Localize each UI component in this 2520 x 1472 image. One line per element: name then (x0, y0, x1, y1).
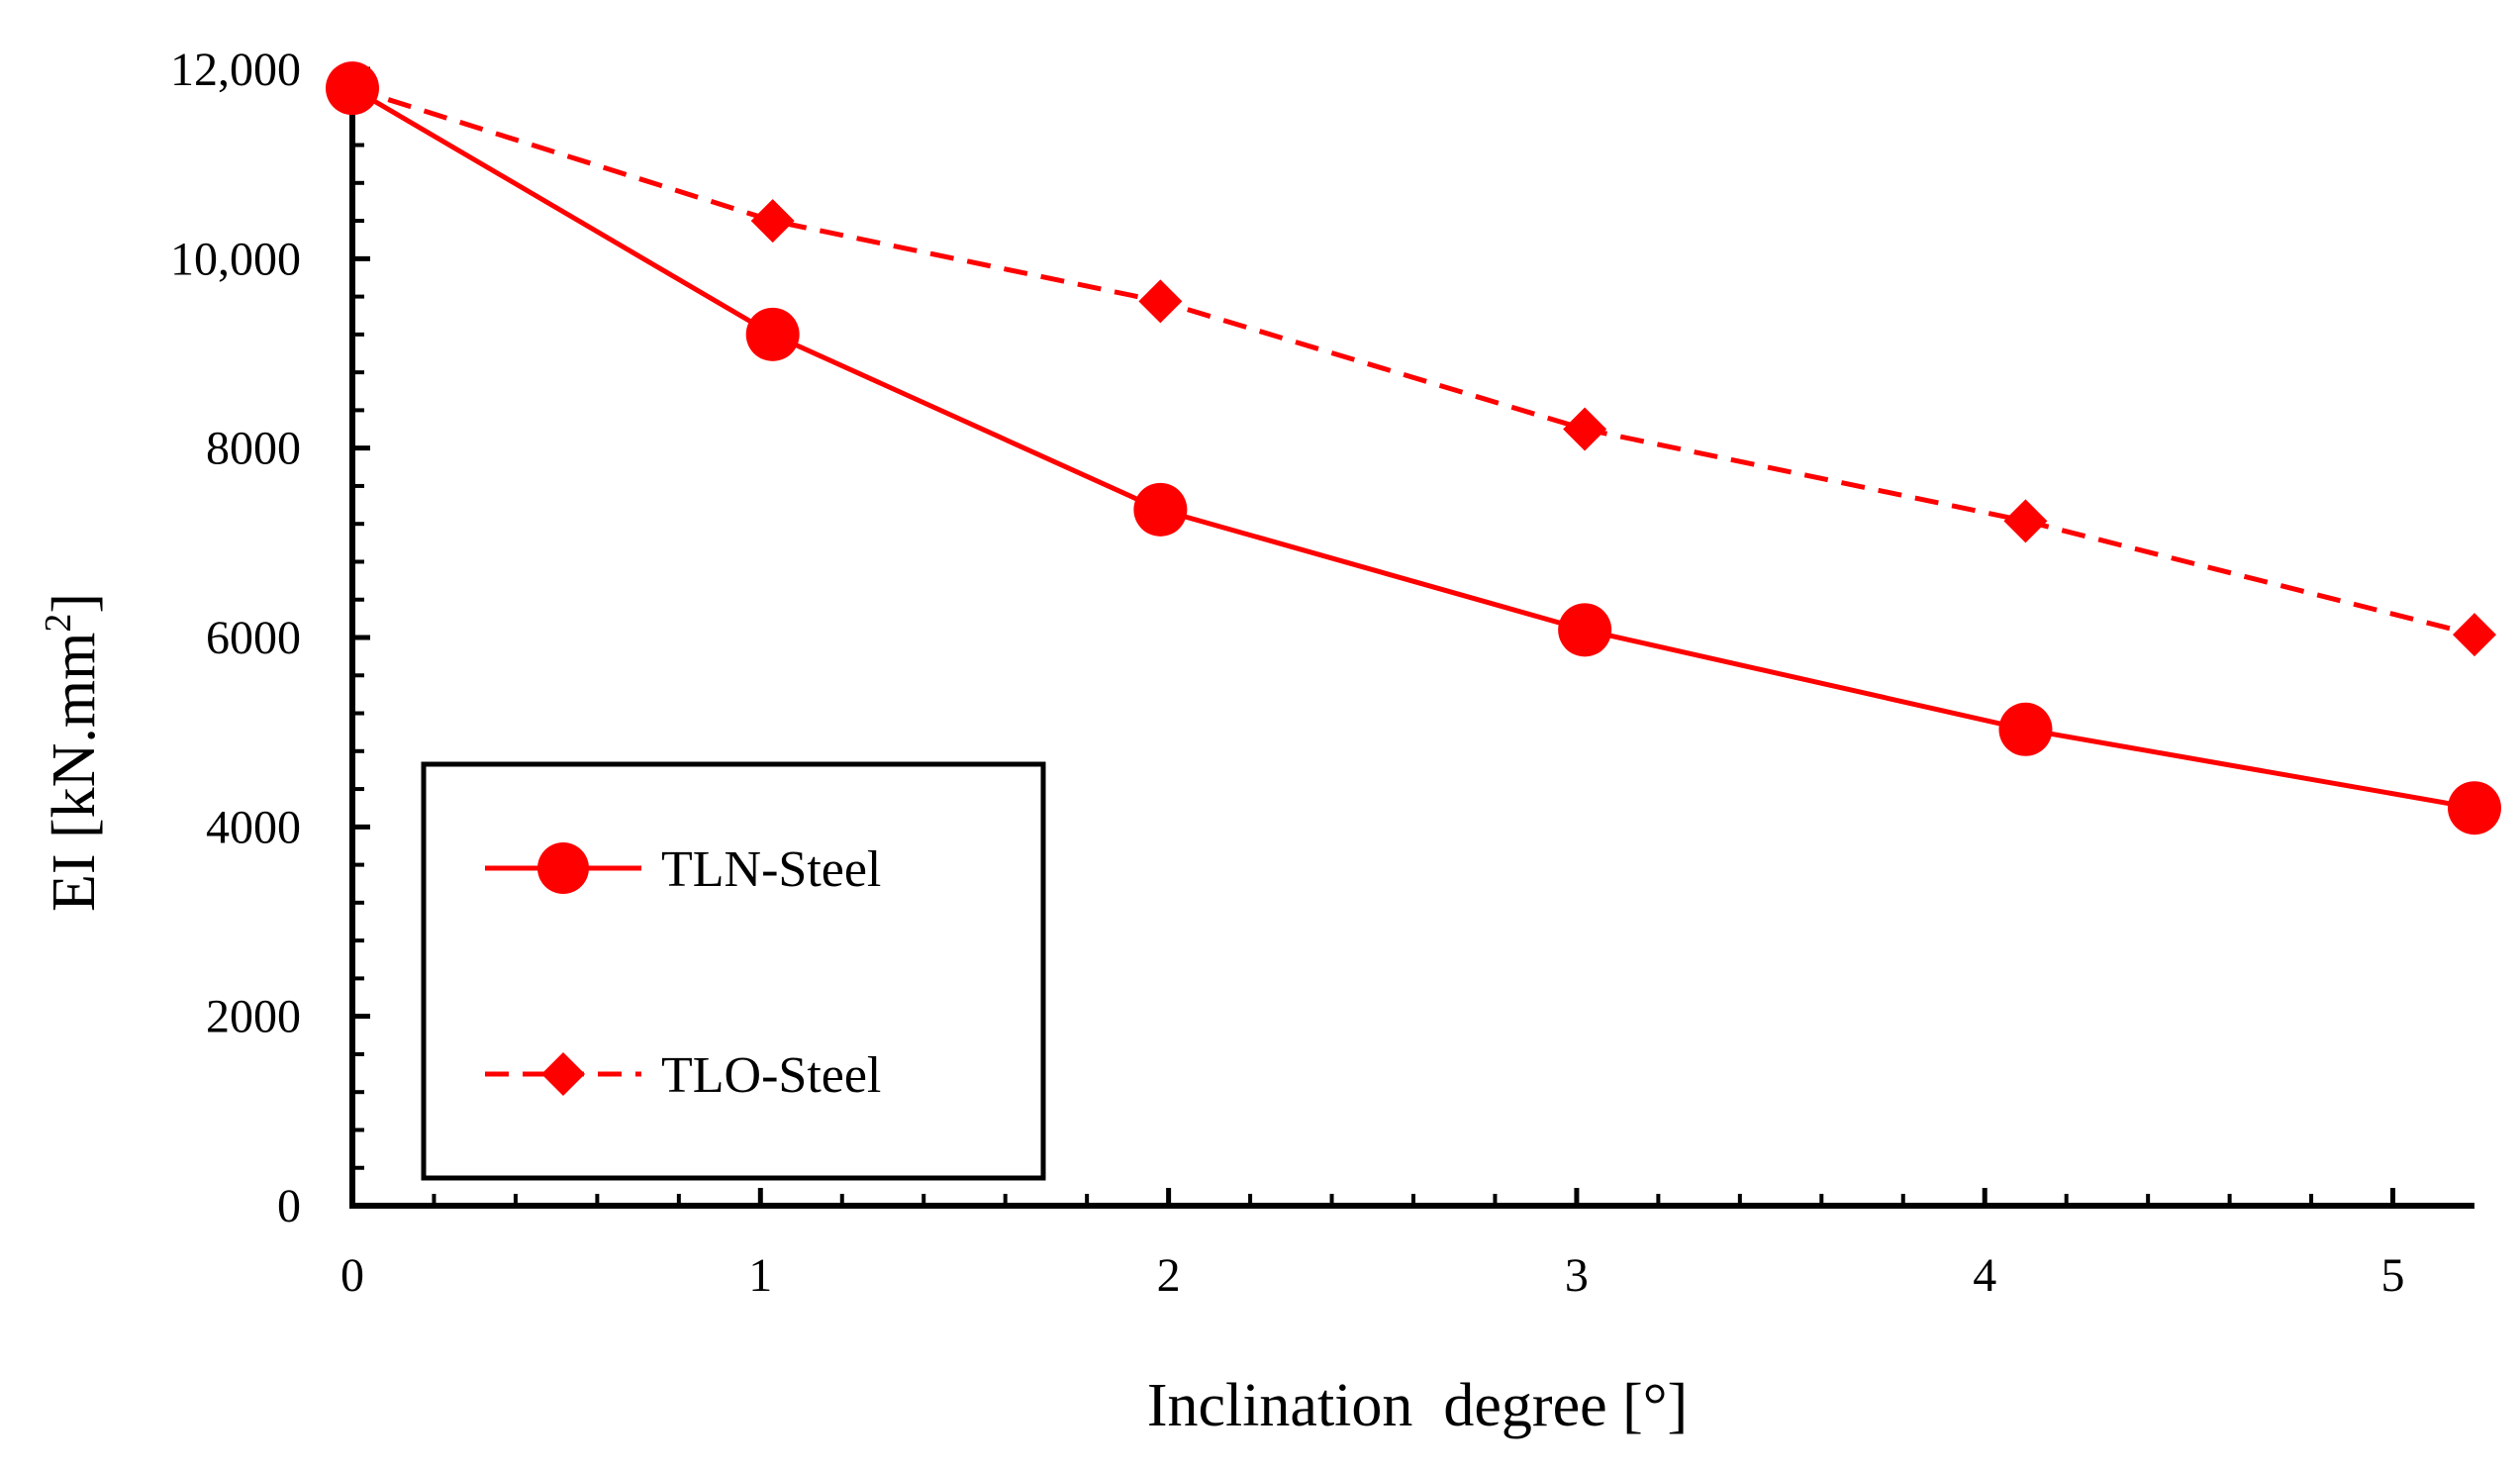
data-point-tln-steel (745, 307, 800, 361)
data-point-tlo-steel (2453, 613, 2496, 657)
y-tick-label: 4000 (206, 801, 301, 853)
legend-label-tlo-steel: TLO-Steel (661, 1047, 881, 1104)
y-tick-label: 12,000 (170, 44, 301, 96)
legend-entry-tln-steel: TLN-Steel (485, 841, 881, 898)
y-axis-title-superscript: 2 (38, 614, 79, 633)
x-tick-label: 3 (1565, 1249, 1589, 1302)
series-tln-steel (326, 61, 2501, 835)
x-tick-label: 5 (2381, 1249, 2405, 1302)
y-tick-label: 2000 (206, 991, 301, 1043)
series-line-tln-steel (350, 85, 2475, 811)
y-ticks: 0 2000 4000 6000 8000 10,000 12,000 (170, 44, 370, 1232)
series-layer (326, 61, 2501, 835)
y-tick-label: 6000 (206, 612, 301, 664)
y-axis-title-suffix: ] (41, 593, 108, 614)
data-point-tlo-steel (2003, 499, 2048, 543)
data-point-tln-steel (2448, 781, 2501, 835)
x-ticks: 0 1 2 3 4 5 (340, 1188, 2405, 1302)
y-tick-label: 0 (277, 1180, 301, 1232)
x-tick-label: 1 (748, 1249, 772, 1302)
data-point-tln-steel (1133, 482, 1188, 537)
legend-label-tln-steel: TLN-Steel (661, 841, 881, 898)
data-point-tlo-steel (1563, 407, 1607, 451)
series-tlo-steel (331, 66, 2496, 657)
y-axis-title: EI [kN.mm2] (38, 593, 108, 912)
series-line-tlo-steel (351, 85, 2475, 638)
data-point-tlo-steel (331, 66, 374, 111)
data-point-tln-steel (1558, 603, 1612, 657)
x-axis-title: Inclination degree [°] (1147, 1372, 1688, 1439)
legend-marker-tln-steel (537, 842, 589, 894)
x-tick-label: 4 (1973, 1249, 1996, 1302)
axes: 0 1 2 3 4 5 0 2000 4000 6000 8000 10,000 12,000 (170, 44, 2474, 1302)
data-point-tln-steel (1998, 702, 2053, 756)
legend-entry-tlo-steel: TLO-Steel (485, 1047, 881, 1104)
y-axis-title-main: EI [kN.mm (41, 633, 108, 912)
legend: TLN-Steel TLO-Steel (421, 761, 1046, 1181)
legend-box (421, 761, 1046, 1181)
data-point-tlo-steel (750, 199, 795, 244)
legend-marker-tlo-steel (541, 1052, 585, 1096)
y-tick-label: 10,000 (170, 233, 301, 285)
x-tick-label: 2 (1157, 1249, 1181, 1302)
y-tick-label: 8000 (206, 423, 301, 475)
x-tick-label: 0 (340, 1249, 364, 1302)
data-point-tlo-steel (1138, 279, 1183, 324)
